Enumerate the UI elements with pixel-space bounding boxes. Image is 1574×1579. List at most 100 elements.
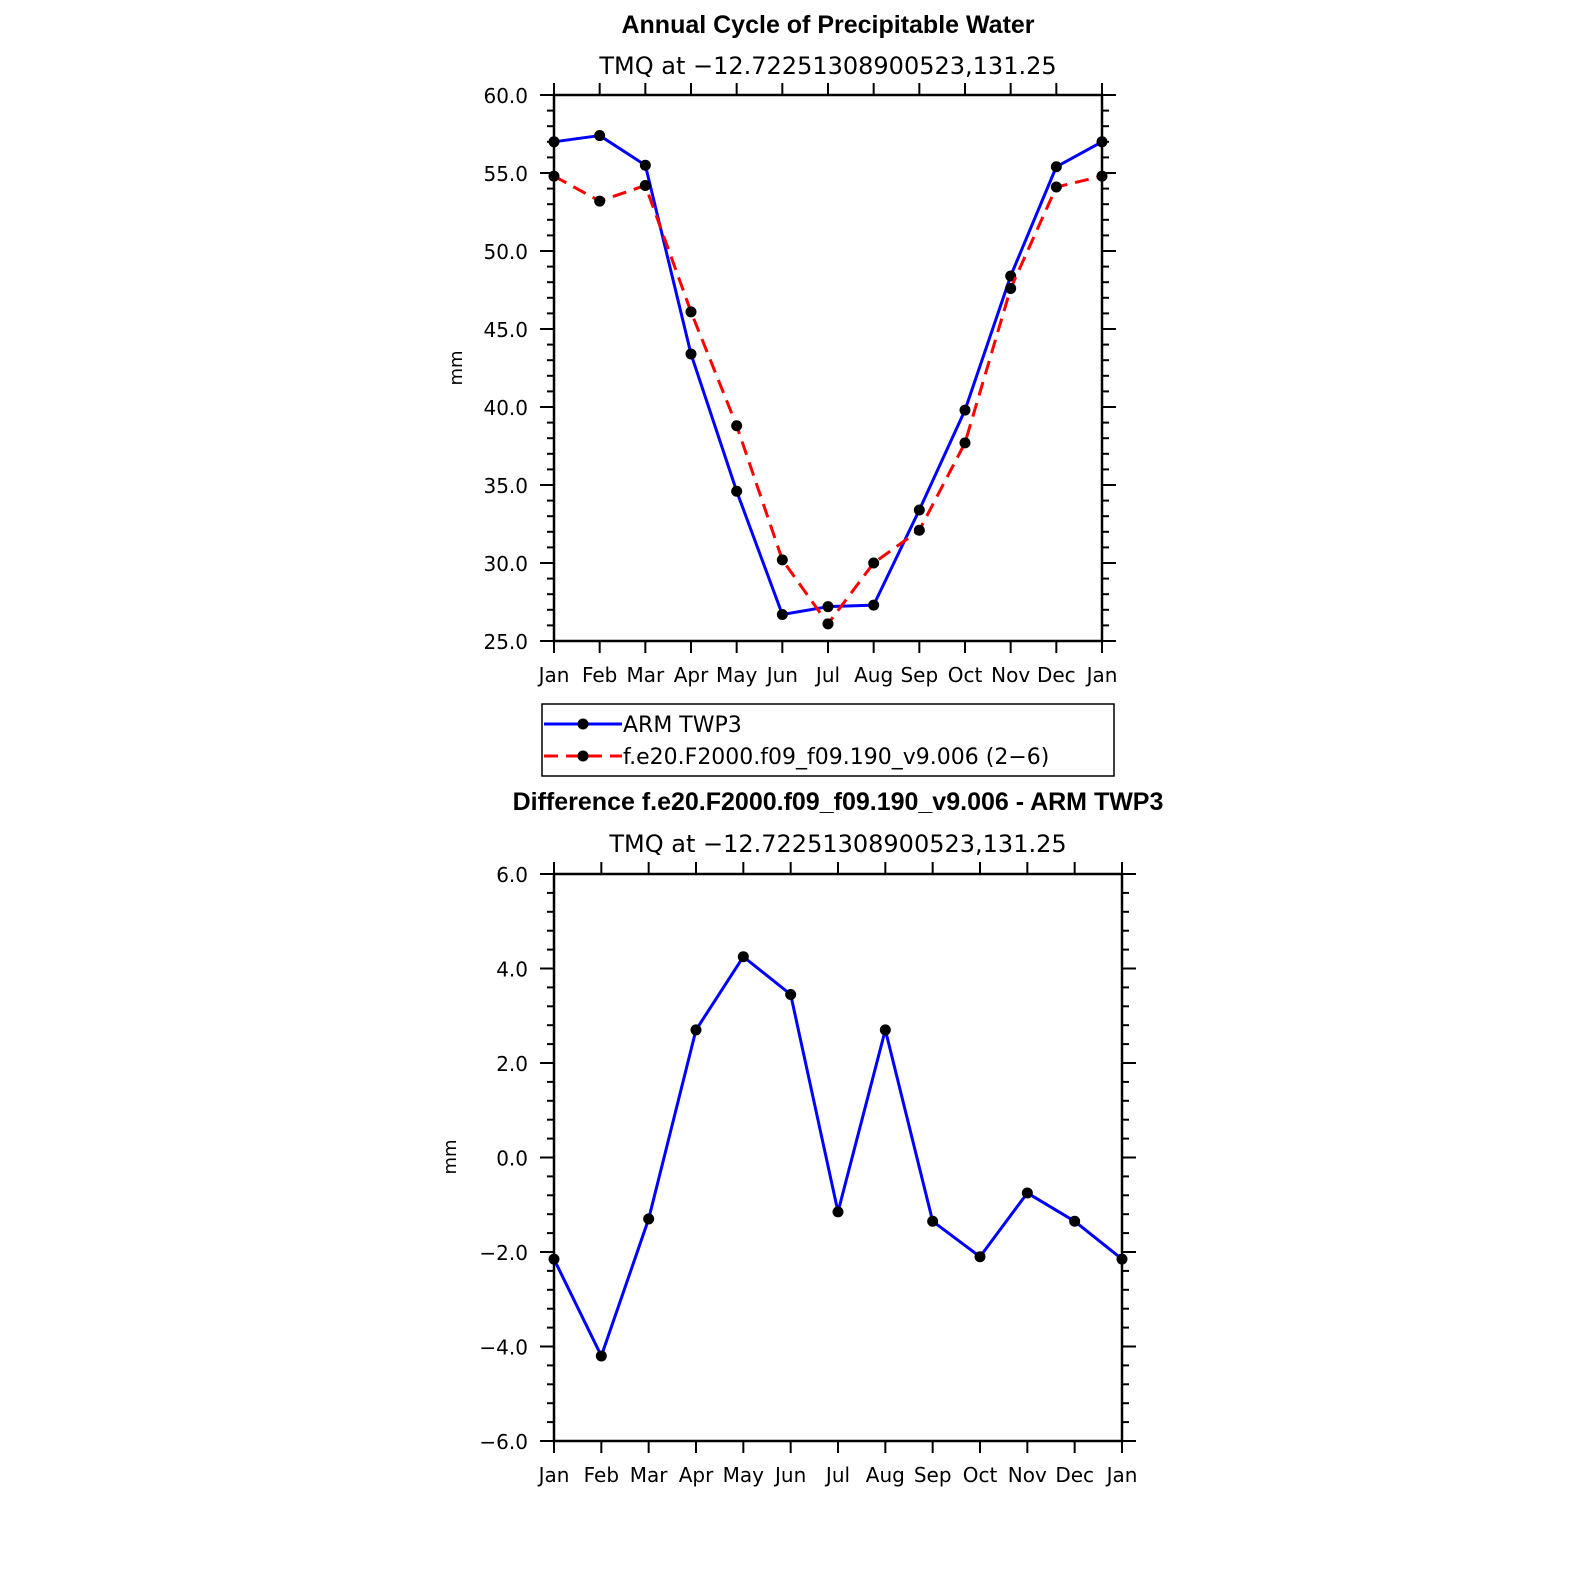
x-tick-label: Feb (584, 1463, 619, 1487)
y-tick-label: −6.0 (479, 1430, 528, 1454)
data-point-series-2 (548, 170, 560, 182)
y-tick-label: 0.0 (496, 1147, 528, 1171)
series-line-1 (552, 955, 1123, 1358)
data-point-series-2 (776, 554, 788, 566)
chart-title: Annual Cycle of Precipitable Water (621, 11, 1034, 39)
plot-frame (552, 872, 1124, 1443)
data-point-series-1 (690, 1024, 702, 1036)
series-line-1 (553, 134, 1103, 616)
chart-1: Annual Cycle of Precipitable Water TMQ at… (446, 11, 1118, 777)
x-tick-label: Aug (866, 1463, 905, 1487)
data-point-series-1 (548, 136, 560, 148)
data-point-series-2 (639, 179, 651, 191)
x-tick-label: Oct (963, 1463, 998, 1487)
data-point-series-1 (685, 348, 697, 360)
data-point-series-1 (1069, 1215, 1081, 1227)
data-point-series-2 (731, 420, 743, 432)
data-point-series-1 (1050, 161, 1062, 173)
y-tick-label: 60.0 (483, 84, 528, 108)
x-tick-label: Jun (773, 1463, 806, 1487)
y-tick-label: 4.0 (496, 958, 528, 982)
data-point-series-1 (643, 1213, 655, 1225)
data-point-series-1 (927, 1215, 939, 1227)
data-point-series-2 (1050, 181, 1062, 193)
data-point-series-1 (879, 1024, 891, 1036)
y-ticks (540, 873, 1136, 1442)
data-point-series-1 (594, 130, 606, 142)
x-tick-label: Jan (1085, 663, 1118, 687)
legend-box (541, 703, 1115, 777)
x-tick-label: Dec (1037, 663, 1076, 687)
data-point-series-2 (959, 437, 971, 449)
y-tick-label: 30.0 (483, 552, 528, 576)
y-tick-label: 25.0 (483, 630, 528, 654)
legend-entry-1: ARM TWP3 (623, 713, 742, 738)
y-tick-label: 45.0 (483, 318, 528, 342)
chart-2: Difference f.e20.F2000.f09_f09.190_v9.00… (440, 788, 1163, 1487)
data-point-series-1 (868, 599, 880, 611)
legend: ARM TWP3 f.e20.F2000.f09_f09.190_v9.006 (… (541, 703, 1115, 777)
plot-frame (552, 93, 1104, 643)
x-tick-label: Dec (1055, 1463, 1094, 1487)
x-ticks (553, 83, 1103, 653)
data-point-series-1 (776, 608, 788, 620)
x-tick-label: Apr (679, 1463, 714, 1487)
data-point-series-1 (595, 1350, 607, 1362)
y-tick-label: 55.0 (483, 162, 528, 186)
y-ticks (540, 94, 1116, 642)
data-point-series-1 (959, 404, 971, 416)
x-tick-label: May (716, 663, 758, 687)
x-tick-label: Jul (824, 1463, 850, 1487)
data-point-series-2 (685, 306, 697, 318)
x-tick-label: Jan (1105, 1463, 1138, 1487)
data-point-series-1 (639, 159, 651, 171)
x-tick-label: Mar (626, 663, 665, 687)
data-point-series-1 (785, 988, 797, 1000)
x-tick-label: Apr (674, 663, 709, 687)
y-axis-label: mm (446, 350, 467, 385)
data-point-series-2 (1005, 282, 1017, 294)
x-tick-label: Jul (814, 663, 840, 687)
chart-subtitle: TMQ at −12.72251308900523,131.25 (598, 52, 1056, 80)
data-point-series-1 (1021, 1187, 1033, 1199)
x-tick-label: Mar (630, 1463, 669, 1487)
data-point-series-1 (822, 601, 834, 613)
series-line-2 (553, 174, 1103, 626)
data-point-series-1 (974, 1251, 986, 1263)
x-tick-label: Nov (1008, 1463, 1047, 1487)
x-tick-label: May (723, 1463, 765, 1487)
legend-marker-1 (577, 718, 589, 730)
chart-subtitle: TMQ at −12.72251308900523,131.25 (608, 830, 1066, 858)
x-tick-label: Sep (900, 663, 938, 687)
x-tick-label: Feb (582, 663, 617, 687)
legend-marker-2 (577, 750, 589, 762)
y-tick-label: −4.0 (479, 1336, 528, 1360)
legend-entry-2: f.e20.F2000.f09_f09.190_v9.006 (2−6) (623, 745, 1049, 770)
y-tick-label: 50.0 (483, 240, 528, 264)
data-point-series-2 (594, 195, 606, 207)
data-point-series-2 (913, 524, 925, 536)
x-tick-label: Jan (537, 663, 570, 687)
data-point-series-1 (731, 485, 743, 497)
y-tick-label: 40.0 (483, 396, 528, 420)
data-point-series-2 (822, 618, 834, 630)
y-tick-label: 2.0 (496, 1052, 528, 1076)
y-tick-label: 35.0 (483, 474, 528, 498)
data-point-series-1 (737, 951, 749, 963)
x-tick-label: Sep (914, 1463, 952, 1487)
x-tick-label: Nov (991, 663, 1030, 687)
data-point-series-1 (913, 504, 925, 516)
y-axis-label: mm (440, 1139, 461, 1174)
x-tick-label: Jun (765, 663, 798, 687)
data-point-series-1 (1116, 1253, 1128, 1265)
data-point-series-2 (868, 557, 880, 569)
data-point-series-2 (1096, 170, 1108, 182)
y-tick-label: −2.0 (479, 1241, 528, 1265)
x-ticks (553, 862, 1123, 1453)
data-point-series-1 (548, 1253, 560, 1265)
data-point-series-1 (1096, 136, 1108, 148)
x-tick-label: Oct (948, 663, 983, 687)
x-tick-label: Aug (854, 663, 893, 687)
data-point-series-1 (832, 1206, 844, 1218)
